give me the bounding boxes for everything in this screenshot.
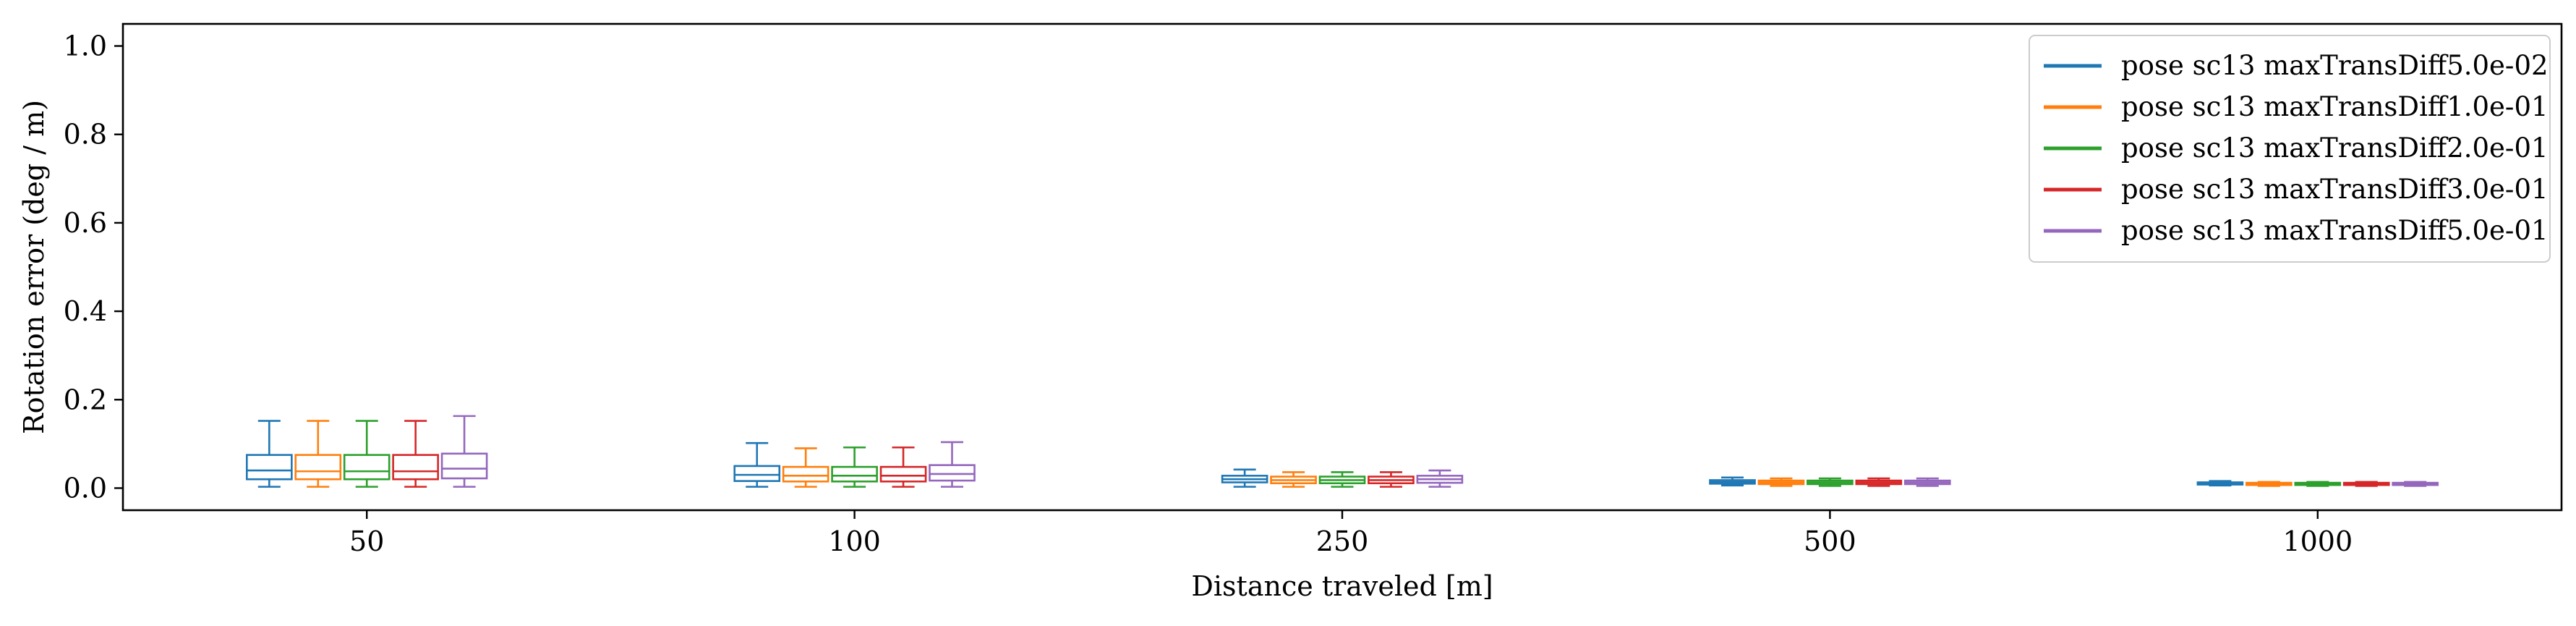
box-100-series-4 <box>879 446 927 488</box>
box-500-series-5 <box>1903 477 1951 487</box>
box-50-series-4 <box>392 420 439 488</box>
legend-label: pose sc13 maxTransDiff5.0e-01 <box>2121 215 2549 246</box>
x-tick-label: 100 <box>828 525 881 557</box>
legend-entry: pose sc13 maxTransDiff3.0e-01 <box>2044 174 2549 205</box>
box-1000-series-3 <box>2294 481 2342 487</box>
box-iqr <box>733 465 781 482</box>
box-100-series-2 <box>782 447 829 488</box>
box-50-series-5 <box>440 415 488 488</box>
box-500-series-1 <box>1709 476 1756 487</box>
box-1000-series-5 <box>2392 481 2439 487</box>
x-tick-label: 250 <box>1316 525 1369 557</box>
x-axis-label: Distance traveled [m] <box>1191 570 1493 602</box>
legend-label: pose sc13 maxTransDiff3.0e-01 <box>2121 174 2549 205</box>
y-tick-label: 0.4 <box>64 295 107 327</box>
box-50-series-2 <box>294 420 342 488</box>
box-250-series-4 <box>1368 471 1415 488</box>
box-iqr <box>343 454 391 481</box>
legend: pose sc13 maxTransDiff5.0e-02 pose sc13 m… <box>2029 35 2551 263</box>
legend-label: pose sc13 maxTransDiff1.0e-01 <box>2121 91 2549 122</box>
box-100-series-1 <box>733 441 781 488</box>
box-50-series-1 <box>245 420 293 488</box>
plot-marks <box>245 415 2439 488</box>
box-500-series-2 <box>1757 477 1805 487</box>
box-iqr <box>440 452 488 480</box>
x-tick-label: 500 <box>1804 525 1856 557</box>
box-iqr <box>879 465 927 483</box>
box-iqr <box>392 454 439 481</box>
box-1000-series-4 <box>2342 481 2390 487</box>
y-tick-label: 0.6 <box>64 207 107 239</box>
y-tick-label: 0.8 <box>64 119 107 151</box>
box-iqr <box>294 454 342 481</box>
box-100-series-5 <box>929 441 976 488</box>
legend-entry: pose sc13 maxTransDiff2.0e-01 <box>2044 132 2549 164</box>
box-500-series-4 <box>1855 477 1903 487</box>
box-50-series-3 <box>343 420 391 488</box>
legend-label: pose sc13 maxTransDiff2.0e-01 <box>2121 132 2549 164</box>
y-tick-label: 1.0 <box>64 30 107 62</box>
box-250-series-5 <box>1416 469 1464 488</box>
legend-entry: pose sc13 maxTransDiff5.0e-02 <box>2044 50 2549 81</box>
box-500-series-3 <box>1807 477 1854 487</box>
legend-frame <box>2029 35 2551 263</box>
y-tick-label: 0.2 <box>64 384 107 415</box>
box-iqr <box>245 454 293 481</box>
box-250-series-3 <box>1318 471 1366 488</box>
legend-label: pose sc13 maxTransDiff5.0e-02 <box>2121 50 2549 81</box>
x-tick-label: 50 <box>349 525 384 557</box>
box-250-series-1 <box>1221 468 1268 488</box>
legend-entry: pose sc13 maxTransDiff1.0e-01 <box>2044 91 2549 122</box>
y-tick-label: 0.0 <box>64 472 107 504</box>
box-250-series-2 <box>1270 471 1317 488</box>
box-1000-series-1 <box>2196 480 2244 487</box>
box-iqr <box>831 465 878 483</box>
x-tick-label: 1000 <box>2282 525 2353 557</box>
y-axis-label: Rotation error (deg / m) <box>18 100 50 434</box>
box-iqr <box>782 465 829 483</box>
axis-ticks: 0.0 0.2 0.4 0.6 0.8 1.0 50 100 250 500 1000 <box>64 30 2353 557</box>
box-100-series-3 <box>831 446 878 488</box>
box-1000-series-2 <box>2246 481 2293 487</box>
box-iqr <box>929 464 976 482</box>
legend-entry: pose sc13 maxTransDiff5.0e-01 <box>2044 215 2549 246</box>
